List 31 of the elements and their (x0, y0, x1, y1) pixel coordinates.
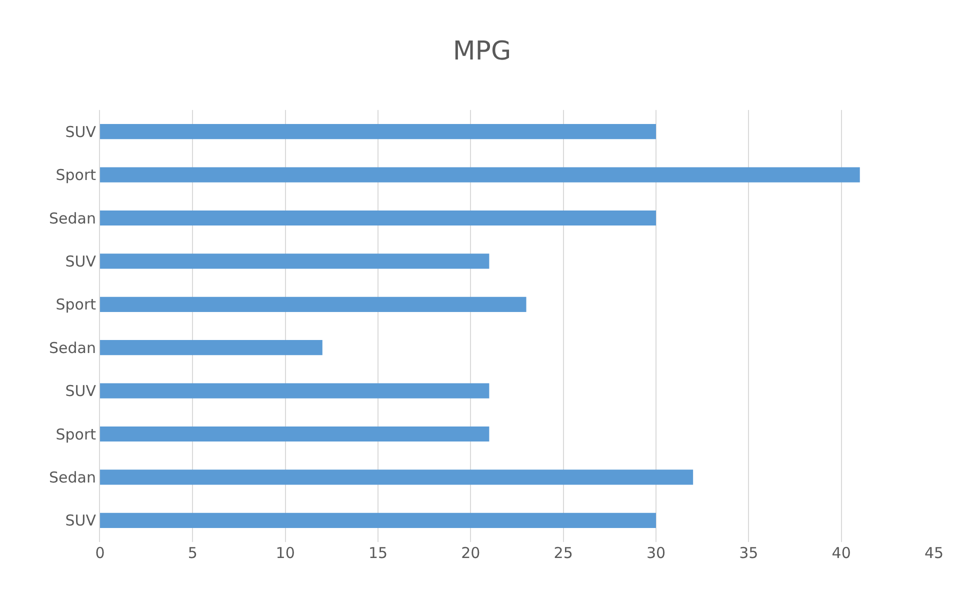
x-tick-label: 10 (276, 544, 295, 562)
y-tick-label: SUV (65, 122, 97, 141)
y-tick-label: Sedan (49, 338, 96, 357)
bar (100, 124, 656, 140)
x-tick-label: 45 (924, 544, 944, 562)
x-tick-label: 15 (368, 544, 388, 562)
chart-title: MPG (452, 36, 512, 67)
bar (100, 512, 656, 528)
y-tick-label: Sport (56, 166, 96, 184)
x-tick-label: 25 (554, 544, 573, 562)
x-tick-label: 20 (461, 544, 480, 562)
bar (100, 383, 490, 398)
bar (100, 470, 694, 485)
y-tick-label: SUV (65, 382, 97, 400)
bar (100, 340, 322, 356)
x-tick-label: 30 (646, 544, 666, 562)
y-tick-label: Sedan (49, 209, 96, 228)
y-tick-label: Sport (56, 296, 96, 314)
x-tick-label: 5 (188, 544, 198, 562)
y-tick-label: SUV (65, 252, 97, 270)
y-tick-label: Sedan (49, 468, 96, 486)
bar (100, 167, 860, 182)
bar (100, 296, 526, 312)
x-tick-label: 0 (95, 544, 105, 562)
bar (100, 210, 656, 226)
x-tick-label: 40 (832, 544, 851, 562)
bar (100, 254, 490, 269)
x-tick-label: 35 (739, 544, 758, 562)
bar (100, 426, 490, 442)
y-tick-label: SUV (65, 512, 97, 530)
y-tick-label: Sport (56, 425, 96, 444)
